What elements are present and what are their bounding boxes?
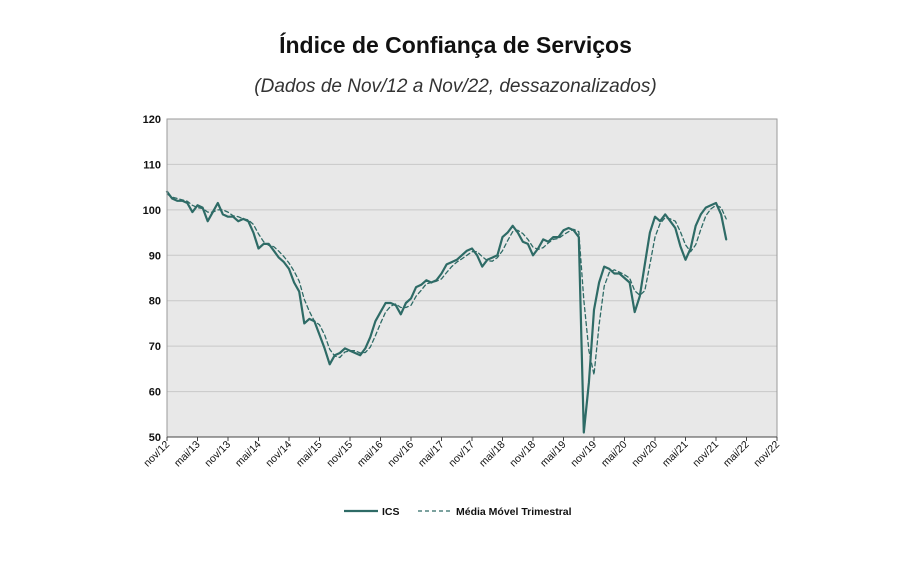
x-tick-label: mai/18 [477, 439, 508, 470]
x-tick-label: nov/20 [629, 439, 660, 470]
x-tick-label: nov/16 [385, 439, 416, 470]
y-tick-label: 80 [149, 296, 161, 308]
x-tick-label: mai/22 [721, 439, 752, 470]
x-tick-label: mai/21 [660, 439, 691, 470]
x-tick-label: nov/14 [263, 439, 294, 470]
x-tick-label: nov/22 [751, 439, 782, 470]
y-tick-label: 110 [143, 159, 161, 171]
x-tick-label: nov/13 [202, 439, 233, 470]
series-line-moving-average [166, 193, 727, 376]
x-tick-label: nov/17 [446, 439, 477, 470]
x-tick-label: mai/13 [172, 439, 203, 470]
y-tick-label: 120 [143, 114, 161, 126]
series-line-ics [165, 190, 728, 434]
y-tick-label: 100 [143, 205, 161, 217]
y-tick-label: 60 [149, 387, 161, 399]
x-tick-label: nov/18 [507, 439, 538, 470]
x-tick-label: mai/20 [599, 439, 630, 470]
x-tick-label: mai/19 [538, 439, 569, 470]
chart-subtitle: (Dados de Nov/12 a Nov/22, dessazonaliza… [254, 76, 657, 97]
chart-title: Índice de Confiança de Serviços [279, 32, 632, 58]
x-tick-label: mai/14 [233, 439, 264, 470]
y-tick-label: 90 [149, 250, 161, 262]
x-tick-label: nov/19 [568, 439, 599, 470]
y-tick-label: 50 [149, 432, 161, 444]
legend-label: Média Móvel Trimestral [456, 506, 572, 518]
x-tick-label: nov/15 [324, 439, 355, 470]
x-tick-label: nov/21 [690, 439, 721, 470]
legend-label: ICS [382, 506, 400, 518]
x-tick-label: mai/15 [294, 439, 325, 470]
x-tick-label: mai/16 [355, 439, 386, 470]
plot-area [167, 119, 777, 437]
y-tick-label: 70 [149, 341, 161, 353]
x-tick-label: mai/17 [416, 439, 447, 470]
